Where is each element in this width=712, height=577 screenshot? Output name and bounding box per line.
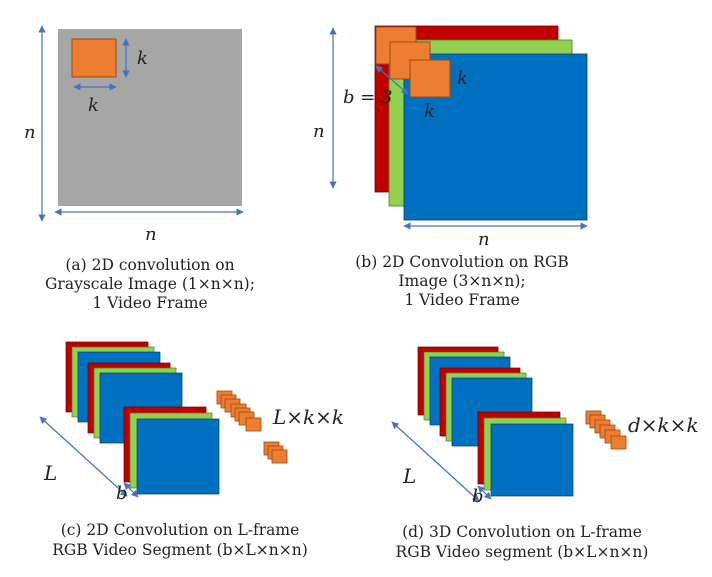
caption-b-line1: (b) 2D Convolution on RGB xyxy=(355,253,568,271)
frame3-blue xyxy=(136,418,220,495)
caption-d-line2: RGB Video segment (b×L×n×n) xyxy=(396,543,649,561)
b-arrow xyxy=(375,65,409,95)
caption-c-line1: (c) 2D Convolution on L-frame xyxy=(61,521,300,539)
b-label-c: b xyxy=(116,483,128,504)
n-label-bottom: n xyxy=(145,224,157,245)
L-arrow-d xyxy=(391,421,480,502)
n-label-left-b: n xyxy=(313,121,325,142)
n-label-bottom-b: n xyxy=(478,229,490,250)
k-label-bottom-b: k xyxy=(424,101,435,122)
caption-a-line3: 1 Video Frame xyxy=(92,294,207,312)
L-label-d: L xyxy=(402,464,416,488)
kernel-c10 xyxy=(271,449,288,464)
kernel-label-d: d×k×k xyxy=(628,413,699,437)
panel-b: n n b = 3 k k (b) 2D Convolution on RGB … xyxy=(313,25,588,309)
k-label-bottom: k xyxy=(88,95,99,116)
caption-d-line1: (d) 3D Convolution on L-frame xyxy=(402,523,642,541)
frame3-blue-d xyxy=(490,423,574,497)
kernel-c7 xyxy=(245,417,262,432)
kernel-label-c: L×k×k xyxy=(272,405,344,429)
panel-a: n n k k (a) 2D convolution on Grayscale … xyxy=(24,25,255,312)
b-label-d: b xyxy=(472,486,484,507)
kernel-blue xyxy=(409,59,451,98)
L-arrow-c xyxy=(39,416,128,497)
kernel-d6 xyxy=(610,435,627,450)
caption-b-line3: 1 Video Frame xyxy=(404,291,519,309)
panel-c: L b L×k×k (c) 2D Convolution on L-frame … xyxy=(39,341,344,559)
caption-c-line2: RGB Video Segment (b×L×n×n) xyxy=(52,541,308,559)
b-arrow-c xyxy=(123,482,139,498)
L-label-c: L xyxy=(43,461,57,485)
k-label-right: k xyxy=(137,48,148,69)
caption-a-line1: (a) 2D convolution on xyxy=(65,256,234,274)
caption-b-line2: Image (3×n×n); xyxy=(398,272,525,290)
caption-a-line2: Grayscale Image (1×n×n); xyxy=(45,275,255,293)
panel-d: L b d×k×k (d) 3D Convolution on L-frame … xyxy=(391,346,699,561)
b-label: b = 3 xyxy=(343,87,393,108)
k-label-right-b: k xyxy=(457,68,468,89)
n-label-left: n xyxy=(24,122,36,143)
kernel-square xyxy=(71,38,117,78)
b-arrow-d xyxy=(477,485,492,500)
